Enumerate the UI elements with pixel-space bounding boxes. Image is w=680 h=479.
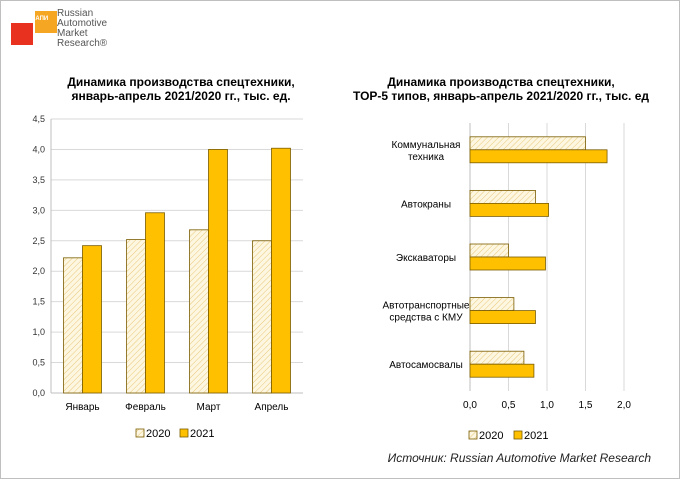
right-legend-2020-swatch bbox=[468, 430, 478, 440]
left-bar-2021 bbox=[145, 212, 165, 394]
left-bar-2020 bbox=[252, 240, 272, 394]
right-bar-2021 bbox=[469, 149, 608, 164]
left-y-tick-label: 1,0 bbox=[32, 327, 45, 337]
right-bar-2020 bbox=[469, 297, 515, 312]
logo-brand-line: Automotive bbox=[57, 18, 108, 29]
right-category-label: Автокраны bbox=[401, 199, 451, 210]
right-x-tick-label: 1,0 bbox=[540, 400, 554, 411]
right-category-label: Экскаваторы bbox=[396, 253, 456, 264]
right-bar-2021 bbox=[469, 202, 549, 217]
right-category-label: Коммунальная bbox=[392, 140, 461, 151]
right-legend-2020-label: 2020 bbox=[479, 430, 503, 442]
logo-orange-square-icon bbox=[35, 11, 57, 33]
left-chart-title: Динамика производства спецтехники, январ… bbox=[21, 75, 341, 103]
left-chart-title-line: январь-апрель 2021/2020 гг., тыс. ед. bbox=[71, 89, 291, 103]
right-chart-title-line: Динамика производства спецтехники, bbox=[387, 75, 615, 89]
right-bar-2020 bbox=[469, 350, 525, 365]
right-chart-title-line: TOP-5 типов, январь-апрель 2021/2020 гг.… bbox=[352, 89, 650, 103]
left-category-label: Март bbox=[197, 402, 221, 413]
logo-brand-line: Russian bbox=[57, 8, 94, 19]
right-x-tick-label: 1,5 bbox=[579, 400, 593, 411]
left-legend-2020-label: 2020 bbox=[146, 428, 170, 440]
left-legend-2021-label: 2021 bbox=[190, 428, 214, 440]
left-bar-2020 bbox=[63, 257, 83, 394]
right-bar-2020 bbox=[469, 189, 536, 204]
right-chart-title: Динамика производства спецтехники, TOP-5… bbox=[331, 75, 671, 103]
left-y-tick-label: 0,0 bbox=[32, 388, 45, 398]
logo-brand: Russian Automotive Market Research® bbox=[57, 9, 147, 49]
left-category-label: Апрель bbox=[255, 402, 289, 413]
left-bar-2020 bbox=[189, 229, 209, 394]
left-y-tick-label: 2,5 bbox=[32, 236, 45, 246]
left-y-tick-label: 0,5 bbox=[32, 358, 45, 368]
logo: НАПИ Russian Automotive Market Research® bbox=[9, 7, 129, 67]
right-bar-2021 bbox=[469, 256, 546, 271]
right-category-label: Автосамосвалы bbox=[389, 360, 463, 371]
source-note: Источник: Russian Automotive Market Rese… bbox=[387, 451, 651, 465]
right-bar-2021 bbox=[469, 363, 535, 378]
right-category-label: средства с КМУ bbox=[389, 313, 463, 324]
left-y-tick-label: 3,5 bbox=[32, 175, 45, 185]
right-category-label: техника bbox=[408, 152, 445, 163]
left-bar-2021 bbox=[208, 149, 228, 394]
right-bar-2021 bbox=[469, 310, 536, 325]
left-bar-2021 bbox=[82, 245, 102, 394]
right-legend-2021-label: 2021 bbox=[524, 430, 548, 442]
left-y-tick-label: 4,0 bbox=[32, 144, 45, 154]
logo-red-square-icon bbox=[11, 23, 33, 45]
right-category-label: Автотранспортные bbox=[383, 301, 470, 312]
left-bar-2020 bbox=[126, 239, 146, 394]
left-y-tick-label: 2,0 bbox=[32, 266, 45, 276]
left-category-label: Февраль bbox=[125, 402, 166, 413]
left-legend-2021-swatch bbox=[179, 428, 189, 438]
left-y-tick-label: 3,0 bbox=[32, 205, 45, 215]
right-bar-2020 bbox=[469, 136, 586, 151]
left-y-tick-label: 4,5 bbox=[32, 114, 45, 124]
logo-tag: НАПИ bbox=[31, 16, 49, 22]
left-legend-2020-swatch bbox=[135, 428, 145, 438]
left-chart-title-line: Динамика производства спецтехники, bbox=[67, 75, 295, 89]
right-bar-2020 bbox=[469, 243, 509, 258]
left-y-tick-label: 1,5 bbox=[32, 297, 45, 307]
logo-brand-line: Research® bbox=[57, 38, 108, 49]
right-legend-2021-swatch bbox=[513, 430, 523, 440]
left-category-label: Январь bbox=[65, 402, 99, 413]
right-x-tick-label: 2,0 bbox=[617, 400, 631, 411]
logo-brand-line: Market bbox=[57, 28, 88, 39]
right-x-tick-label: 0,0 bbox=[463, 400, 477, 411]
right-x-tick-label: 0,5 bbox=[502, 400, 516, 411]
left-bar-2021 bbox=[271, 147, 291, 394]
